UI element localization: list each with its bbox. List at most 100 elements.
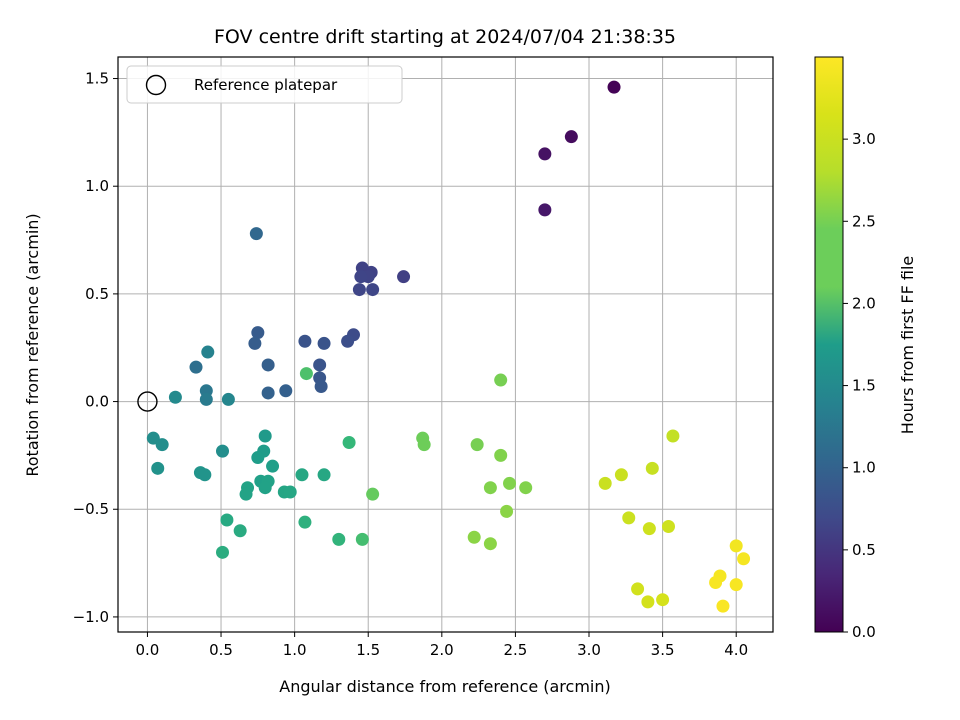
- y-tick-label: −1.0: [73, 608, 109, 626]
- data-point: [283, 485, 297, 499]
- x-tick-label: 0.5: [209, 641, 233, 659]
- legend-box: [126, 65, 403, 104]
- plot-frame: [117, 56, 774, 633]
- data-point: [354, 270, 368, 284]
- data-point: [261, 358, 275, 372]
- data-point: [503, 476, 517, 490]
- data-point: [737, 552, 751, 566]
- data-point: [631, 582, 645, 596]
- data-point: [314, 379, 328, 393]
- data-point: [332, 532, 346, 546]
- legend: Reference platepar: [126, 65, 403, 104]
- data-point: [656, 593, 670, 607]
- data-point: [564, 130, 578, 144]
- data-point: [151, 461, 165, 475]
- data-point: [189, 360, 203, 374]
- data-points: [137, 80, 751, 613]
- data-point: [251, 326, 265, 340]
- x-tick-label: 1.0: [283, 641, 307, 659]
- colorbar-tick-label: 3.0: [852, 130, 876, 148]
- data-point: [417, 438, 431, 452]
- chart-title: FOV centre drift starting at 2024/07/04 …: [214, 26, 676, 48]
- data-point: [216, 545, 230, 559]
- data-point: [233, 524, 247, 538]
- data-point: [298, 334, 312, 348]
- data-point: [666, 429, 680, 443]
- x-tick-label: 2.5: [503, 641, 527, 659]
- colorbar-tick-label: 0.5: [852, 541, 876, 559]
- data-point: [467, 530, 481, 544]
- y-tick-label: −0.5: [73, 500, 109, 518]
- data-point: [366, 283, 380, 297]
- colorbar-ticks: 0.0 0.5 1.0 1.5 2.0 2.5 3.0: [843, 130, 876, 641]
- y-tick-label: 0.0: [85, 393, 109, 411]
- data-point: [249, 227, 263, 241]
- data-point: [239, 487, 253, 501]
- data-point: [709, 575, 723, 589]
- data-point: [366, 487, 380, 501]
- data-point: [199, 392, 213, 406]
- data-point: [538, 147, 552, 161]
- data-point: [198, 468, 212, 482]
- y-tick-label: 1.0: [85, 177, 109, 195]
- data-point: [397, 270, 411, 284]
- data-point: [295, 468, 309, 482]
- data-point: [500, 504, 514, 518]
- data-point: [248, 336, 262, 350]
- data-point: [261, 386, 275, 400]
- y-tick-label: 1.5: [85, 70, 109, 88]
- data-point: [716, 599, 730, 613]
- data-point: [155, 438, 169, 452]
- data-point: [538, 203, 552, 217]
- data-point: [661, 519, 675, 533]
- data-point: [598, 476, 612, 490]
- colorbar-tick-label: 1.0: [852, 459, 876, 477]
- data-point: [642, 522, 656, 536]
- data-point: [519, 481, 533, 495]
- data-point: [279, 384, 293, 398]
- data-point: [258, 481, 272, 495]
- data-point: [483, 481, 497, 495]
- x-tick-label: 2.0: [430, 641, 454, 659]
- data-point: [298, 515, 312, 529]
- data-point: [220, 513, 234, 527]
- colorbar-tick-label: 1.5: [852, 377, 876, 395]
- data-point: [317, 468, 331, 482]
- x-tick-label: 3.0: [577, 641, 601, 659]
- data-point: [622, 511, 636, 525]
- x-tick-label: 3.5: [651, 641, 675, 659]
- data-point: [352, 283, 366, 297]
- data-point: [483, 537, 497, 551]
- colorbar: [814, 56, 844, 633]
- colorbar-tick-label: 2.5: [852, 212, 876, 230]
- data-point: [299, 367, 313, 381]
- reference-platepar-marker: [137, 391, 158, 412]
- data-point: [470, 438, 484, 452]
- data-point: [494, 373, 508, 387]
- colorbar-tick-label: 0.0: [852, 623, 876, 641]
- data-point: [317, 336, 331, 350]
- data-point: [266, 459, 280, 473]
- data-point: [251, 451, 265, 465]
- data-point: [201, 345, 215, 359]
- data-point: [216, 444, 230, 458]
- data-point: [221, 392, 235, 406]
- colorbar-label: Hours from first FF file: [898, 256, 917, 435]
- data-point: [341, 334, 355, 348]
- x-tick-label: 4.0: [724, 641, 748, 659]
- data-point: [258, 429, 272, 443]
- data-point: [607, 80, 621, 94]
- x-axis-label: Angular distance from reference (arcmin): [279, 677, 610, 696]
- data-point: [494, 448, 508, 462]
- legend-reference-marker: [145, 74, 167, 96]
- data-point: [614, 468, 628, 482]
- x-axis: 0.0 0.5 1.0 1.5 2.0 2.5 3.0 3.5 4.0: [136, 632, 748, 659]
- data-point: [645, 461, 659, 475]
- y-axis: −1.0 −0.5 0.0 0.5 1.0 1.5: [73, 70, 118, 626]
- data-point: [313, 358, 327, 372]
- colorbar-tick-label: 2.0: [852, 294, 876, 312]
- data-point: [355, 532, 369, 546]
- legend-label: Reference platepar: [194, 76, 338, 94]
